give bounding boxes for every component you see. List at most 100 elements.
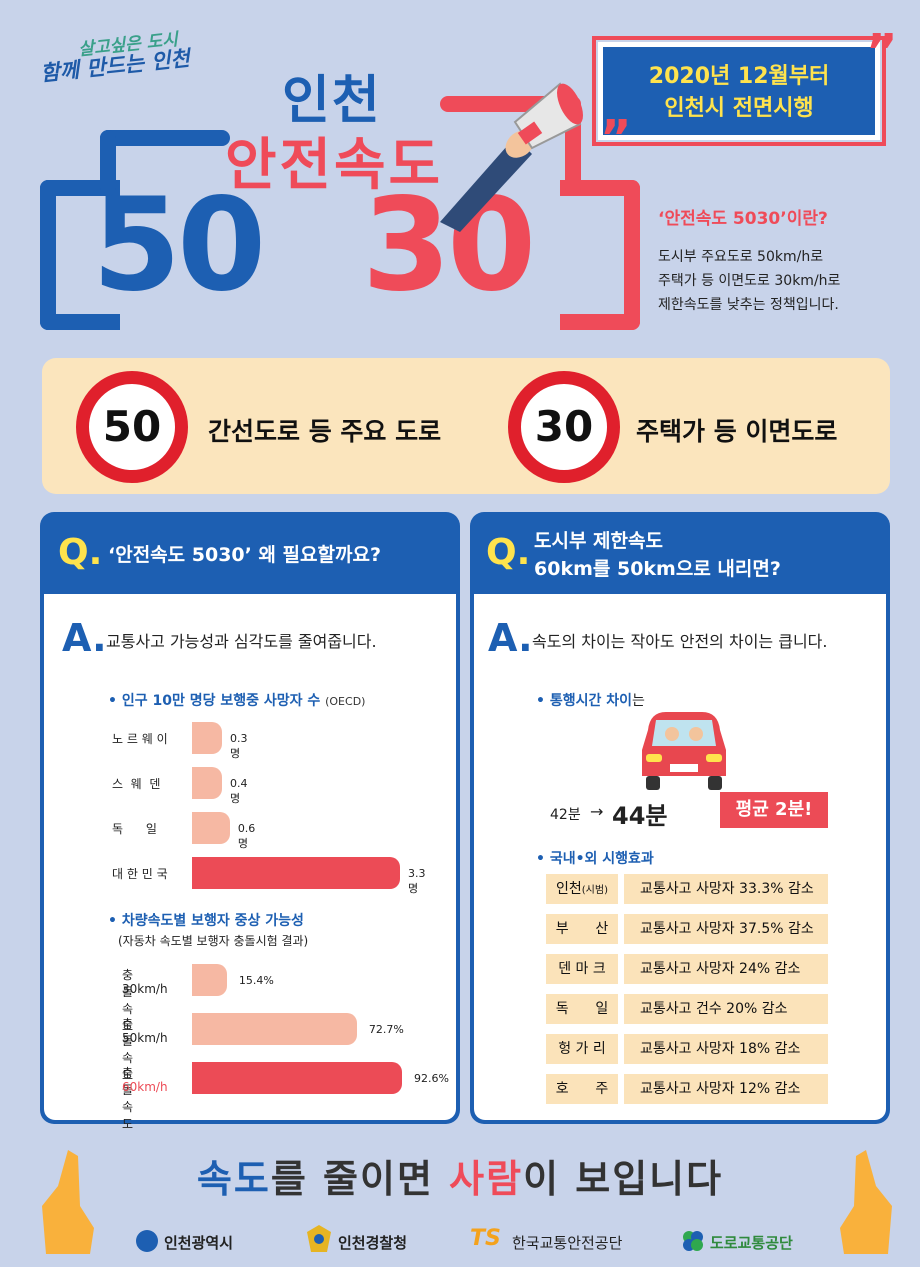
- incheon-logo-icon: [136, 1230, 158, 1252]
- effects-value: 교통사고 사망자 18% 감소: [624, 1034, 828, 1064]
- speed-label-30: 주택가 등 이면도로: [636, 417, 838, 446]
- definition-title: ‘안전속도 5030’이란?: [658, 209, 828, 229]
- notice-line2: 인천시 전면시행: [664, 96, 814, 121]
- hand-left-icon: [38, 1146, 98, 1256]
- footer-slogan: 속도를 줄이면 사람이 보입니다: [0, 1148, 920, 1203]
- effects-value: 교통사고 건수 20% 감소: [624, 994, 828, 1024]
- effects-place-text: 부 산: [555, 921, 609, 937]
- chart2-bar: [192, 1062, 403, 1094]
- travel-title: • 통행시간 차이는: [536, 690, 645, 710]
- effects-value: 교통사고 사망자 24% 감소: [624, 954, 828, 984]
- chart2-category-speed: 60km/h: [122, 1080, 168, 1094]
- chart2-category-label: 충돌속도: [122, 1017, 134, 1082]
- chart1-value-label: 3.3명: [408, 867, 426, 895]
- definition-line: 도시부 주요도로 50km/h로: [658, 249, 824, 265]
- chart2-value-label: 92.6%: [414, 1072, 449, 1085]
- chart1-source: (OECD): [325, 695, 366, 708]
- chart1-category-label: 대 한 민 국: [112, 867, 168, 881]
- logo-police: 인천경찰청: [338, 1234, 408, 1252]
- chart1-category-label: 독 일: [112, 822, 157, 836]
- effects-place-text: 인천: [556, 881, 582, 897]
- title-main: 안전속도: [225, 133, 444, 198]
- travel-suffix: 는: [631, 693, 645, 709]
- bracket-top-blue: [100, 130, 230, 146]
- title-city: 인천: [282, 71, 382, 131]
- left-a-mark: A.: [62, 616, 107, 660]
- effects-place-text: 덴 마 크: [558, 961, 606, 977]
- effects-place: 호 주: [546, 1074, 618, 1104]
- chart1-category-label: 스 웨 덴: [112, 777, 161, 791]
- effects-place: 헝 가 리: [546, 1034, 618, 1064]
- speed-sign-30: 30: [508, 371, 620, 483]
- effects-place-note: (시범): [581, 885, 608, 896]
- chart1-bar: [192, 722, 222, 754]
- effects-value: 교통사고 사망자 33.3% 감소: [624, 874, 828, 904]
- chart1-bar: [192, 767, 222, 799]
- effects-place-text: 독 일: [555, 1001, 609, 1017]
- chart1-bar: [192, 812, 230, 844]
- speed-sign-50: 50: [76, 371, 188, 483]
- definition-line: 주택가 등 이면도로 30km/h로: [658, 273, 841, 289]
- chart1-value-label: 0.3명: [230, 732, 248, 760]
- chart1-bar: [192, 857, 400, 889]
- title-50: 50: [92, 171, 266, 320]
- bracket-joint-blue: [100, 130, 116, 196]
- chart2-category-speed: 30km/h: [122, 982, 168, 996]
- effects-place-text: 호 주: [555, 1081, 609, 1097]
- avg-badge: 평균 2분!: [720, 792, 828, 828]
- logo-kotsa: 한국교통안전공단: [512, 1234, 623, 1252]
- chart2-category-speed: 50km/h: [122, 1031, 168, 1045]
- chart2-note: (자동차 속도별 보행자 충돌시험 결과): [118, 934, 309, 948]
- effects-value: 교통사고 사망자 37.5% 감소: [624, 914, 828, 944]
- effects-place: 독 일: [546, 994, 618, 1024]
- time-arrow: →: [590, 802, 604, 821]
- quote-mark-top: ”: [866, 24, 898, 80]
- bracket-right: [560, 180, 640, 330]
- quote-mark-bottom: ”: [600, 110, 632, 166]
- right-q-mark: Q.: [486, 532, 531, 573]
- right-a-mark: A.: [488, 616, 533, 660]
- hand-right-icon: [836, 1146, 896, 1256]
- megaphone-icon: [420, 62, 590, 232]
- koroad-clover-icon: [680, 1228, 706, 1254]
- notice-line1: 2020년 12월부터: [648, 64, 830, 89]
- footer-slogan-a: 속도: [196, 1157, 271, 1201]
- effects-place-text: 헝 가 리: [558, 1041, 606, 1057]
- footer-slogan-b: 를 줄이면: [270, 1157, 450, 1201]
- footer-slogan-c: 사람: [449, 1157, 524, 1201]
- chart2-bar: [192, 964, 227, 996]
- definition-line: 제한속도를 낮추는 정책입니다.: [658, 297, 839, 313]
- logo-ts-mark: TS: [470, 1226, 501, 1251]
- car-icon: [636, 706, 732, 792]
- slogan-line2: 함께 만드는 인천: [39, 46, 191, 86]
- chart1-value-label: 0.4명: [230, 777, 248, 805]
- time-before: 42분: [550, 807, 581, 823]
- title-30: 30: [362, 171, 536, 320]
- footer-slogan-d: 이 보입니다: [523, 1157, 724, 1201]
- left-question: ‘안전속도 5030’ 왜 필요할까요?: [108, 544, 381, 566]
- left-answer: 교통사고 가능성과 심각도를 줄여줍니다.: [106, 632, 377, 651]
- chart2-category-label: 충돌속도: [122, 1066, 134, 1131]
- time-after: 44분: [612, 802, 668, 830]
- notice-box: 2020년 12월부터 인천시 전면시행: [592, 36, 886, 146]
- right-answer: 속도의 차이는 작아도 안전의 차이는 큽니다.: [532, 632, 828, 651]
- logo-koroad: 도로교통공단: [710, 1234, 793, 1252]
- effects-value: 교통사고 사망자 12% 감소: [624, 1074, 828, 1104]
- chart2-bar: [192, 1013, 357, 1045]
- chart1-title: • 인구 10만 명당 보행중 사망자 수 (OECD): [108, 690, 365, 710]
- chart2-value-label: 72.7%: [368, 1023, 404, 1036]
- speed-label-50: 간선도로 등 주요 도로: [208, 417, 442, 446]
- effects-place: 덴 마 크: [546, 954, 618, 984]
- police-badge-icon: [306, 1224, 332, 1254]
- chart2-title: • 차량속도별 보행자 중상 가능성: [108, 913, 304, 929]
- travel-title-text: • 통행시간 차이: [536, 693, 632, 709]
- right-question-line1: 도시부 제한속도: [534, 530, 663, 552]
- effects-place: 부 산: [546, 914, 618, 944]
- chart2-value-label: 15.4%: [238, 974, 274, 987]
- right-question-line2: 60km를 50km으로 내리면?: [534, 558, 781, 580]
- chart1-category-label: 노 르 웨 이: [112, 732, 168, 746]
- chart2-category-label: 충돌속도: [122, 968, 134, 1033]
- chart1-title-text: • 인구 10만 명당 보행중 사망자 수: [108, 693, 321, 709]
- left-q-mark: Q.: [58, 532, 103, 573]
- chart1-value-label: 0.6명: [237, 822, 256, 850]
